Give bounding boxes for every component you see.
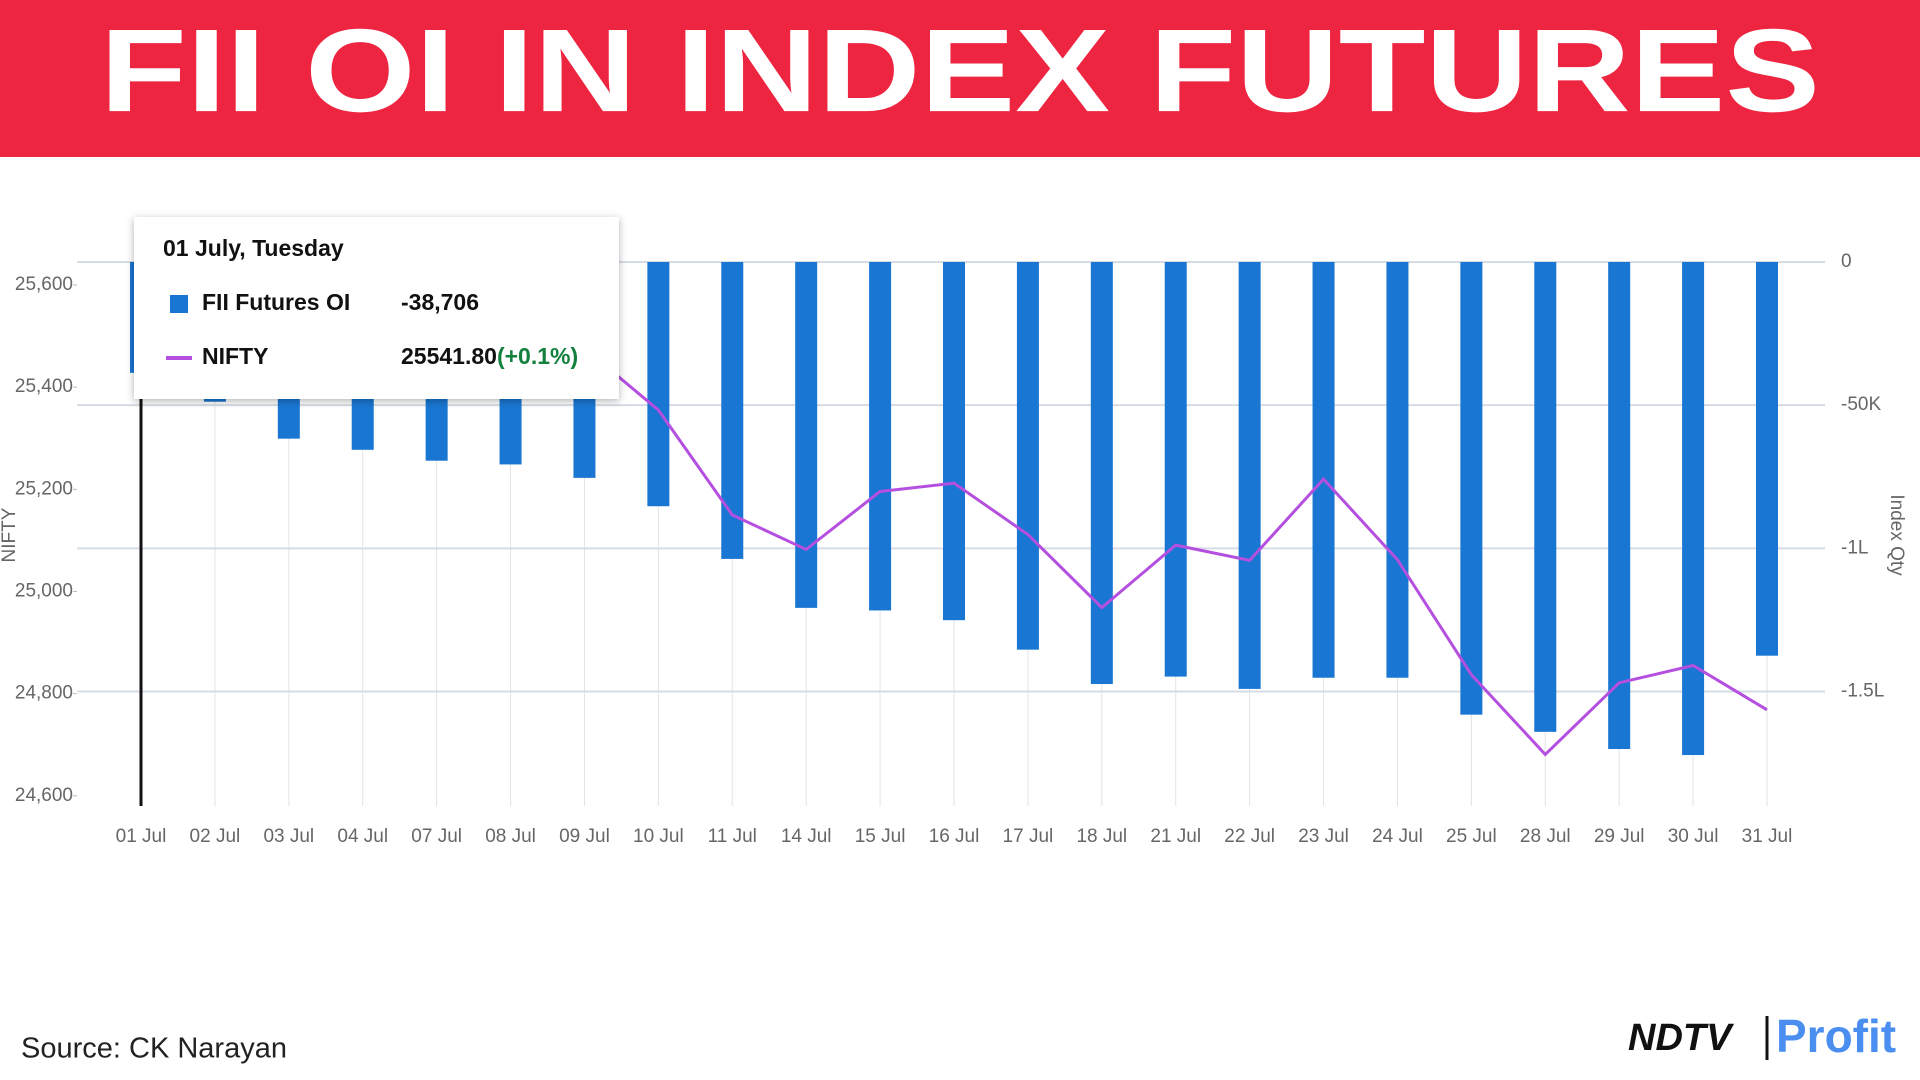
y-tick-label: 25,000	[15, 580, 73, 601]
y-tick-label: 25,400	[15, 376, 73, 397]
x-tick-label: 11 Jul	[708, 826, 757, 847]
bar	[1312, 262, 1335, 678]
bar	[1460, 262, 1483, 715]
x-tick-label: 29 Jul	[1594, 826, 1645, 847]
x-tick-label: 25 Jul	[1446, 826, 1497, 847]
tooltip-name: NIFTY	[202, 343, 268, 369]
title: FII OI IN INDEX FUTURES	[100, 5, 1820, 137]
y-tick-label: 25,600	[15, 274, 73, 295]
logo-profit: Profit	[1776, 1010, 1896, 1062]
x-tick-label: 01 Jul	[116, 826, 167, 847]
tooltip-value: 25541.80(+0.1%)	[401, 343, 578, 369]
bar	[1608, 262, 1631, 750]
bar	[721, 262, 744, 559]
tooltip-value-text: 25541.80	[401, 343, 497, 369]
bar	[1016, 262, 1039, 650]
x-tick-label: 17 Jul	[1003, 826, 1054, 847]
x-tick-label: 15 Jul	[855, 826, 906, 847]
x-tick-label: 16 Jul	[929, 826, 980, 847]
x-tick-label: 07 Jul	[411, 826, 462, 847]
bar	[869, 262, 892, 611]
bar	[647, 262, 670, 507]
tooltip-box	[134, 217, 619, 399]
bar	[1756, 262, 1778, 656]
x-tick-label: 08 Jul	[485, 826, 536, 847]
x-tick-label: 04 Jul	[337, 826, 388, 847]
y-axis-label: NIFTY	[0, 507, 20, 562]
header-band	[0, 0, 1920, 157]
tooltip: 01 July, Tuesday FII Futures OI -38,706 NIF…	[134, 217, 619, 399]
chart: 0 -50K -1L -1.5L 24,600 24,800 25,000 25,200 25,…	[0, 217, 1907, 847]
bar	[1534, 262, 1557, 732]
bar	[795, 262, 818, 608]
x-tick-label: 09 Jul	[559, 826, 610, 847]
bar	[1238, 262, 1261, 689]
y2-tick-label: -50K	[1841, 394, 1881, 415]
bar	[1090, 262, 1113, 685]
x-tick-label: 22 Jul	[1224, 826, 1275, 847]
tooltip-date: 01 July, Tuesday	[163, 235, 344, 261]
bar	[1682, 262, 1705, 756]
tooltip-change: (+0.1%)	[497, 343, 578, 369]
tooltip-name: FII Futures OI	[202, 289, 350, 315]
y2-tick-label: 0	[1841, 251, 1852, 272]
x-tick-label: 18 Jul	[1076, 826, 1127, 847]
y2-tick-label: -1.5L	[1841, 680, 1884, 701]
x-tick-label: 14 Jul	[781, 826, 832, 847]
bar	[1164, 262, 1187, 677]
bar	[943, 262, 965, 621]
x-tick-label: 30 Jul	[1668, 826, 1719, 847]
x-tick-label: 10 Jul	[633, 826, 684, 847]
y-tick-label: 25,200	[15, 478, 73, 499]
x-tick-label: 28 Jul	[1520, 826, 1571, 847]
x-tick-label: 23 Jul	[1298, 826, 1349, 847]
y2-axis-label: Index Qty	[1886, 494, 1907, 576]
y-tick-label: 24,600	[15, 785, 73, 806]
x-tick-label: 02 Jul	[190, 826, 241, 847]
x-tick-label: 31 Jul	[1742, 826, 1793, 847]
tooltip-value: -38,706	[401, 289, 479, 315]
bar	[1386, 262, 1409, 678]
y2-tick-label: -1L	[1841, 537, 1868, 558]
x-tick-label: 24 Jul	[1372, 826, 1423, 847]
y-tick-label: 24,800	[15, 683, 73, 704]
source: Source: CK Narayan	[21, 1033, 287, 1065]
x-tick-label: 21 Jul	[1150, 826, 1201, 847]
tooltip-value-text: -38,706	[401, 289, 479, 315]
logo-ndtv: NDTV	[1628, 1017, 1734, 1059]
x-tick-label: 03 Jul	[263, 826, 314, 847]
legend-swatch	[170, 295, 188, 313]
